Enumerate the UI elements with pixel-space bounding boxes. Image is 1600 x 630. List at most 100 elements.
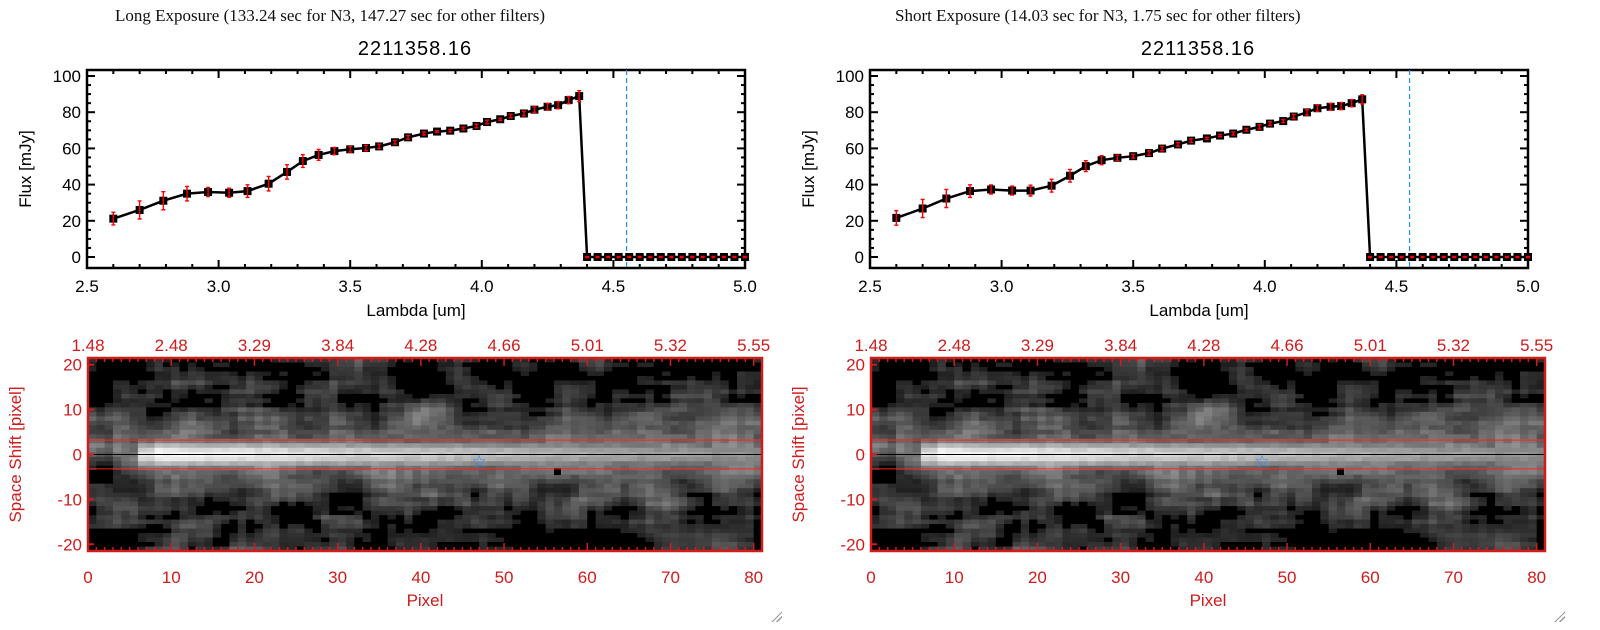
image-pixel <box>121 542 131 548</box>
image-pixel <box>1103 389 1113 395</box>
image-pixel <box>171 358 181 364</box>
image-pixel <box>254 483 264 489</box>
image-pixel <box>529 524 538 530</box>
image-pixel <box>146 393 156 399</box>
image-pixel <box>612 420 622 426</box>
image-pixel <box>279 488 289 494</box>
image-pixel <box>612 384 622 391</box>
image-pixel <box>221 420 231 426</box>
image-pixel <box>1054 402 1063 408</box>
image-pixel <box>395 358 405 364</box>
image-pixel <box>628 533 638 539</box>
image-pixel <box>404 407 414 413</box>
image-pixel <box>1303 389 1313 395</box>
image-pixel <box>395 380 405 386</box>
image-pixel <box>537 380 547 386</box>
image-pixel <box>304 537 314 543</box>
image-pixel <box>1095 389 1105 395</box>
image-pixel <box>1361 371 1371 377</box>
image-pixel <box>553 443 563 449</box>
image-pixel <box>146 375 156 382</box>
image-pixel <box>687 488 697 494</box>
image-pixel <box>1137 393 1147 399</box>
image-pixel <box>262 483 272 489</box>
image-pixel <box>737 501 746 507</box>
image-pixel <box>237 393 247 399</box>
image-pixel <box>304 497 314 503</box>
image-pixel <box>354 506 364 512</box>
image-pixel <box>737 537 746 543</box>
image-pixel <box>212 488 222 494</box>
image-pixel <box>379 461 389 467</box>
image-pixel <box>570 506 580 512</box>
image-pixel <box>320 398 330 404</box>
image-pixel <box>1228 375 1238 382</box>
image-pixel <box>1070 371 1080 377</box>
image-pixel <box>212 510 222 516</box>
resize-grip-icon[interactable] <box>770 610 782 622</box>
image-pixel <box>487 429 497 435</box>
image-pixel <box>603 528 613 534</box>
image-pixel <box>695 546 705 552</box>
image-pixel <box>329 519 339 525</box>
image-pixel <box>1095 366 1105 373</box>
image-pixel <box>370 402 380 408</box>
image-pixel <box>570 411 580 417</box>
image-pixel <box>753 533 763 539</box>
image-pixel <box>271 429 280 435</box>
image-pixel <box>196 483 206 489</box>
image-pixel <box>345 524 355 530</box>
image-pixel <box>1353 393 1363 399</box>
image-pixel <box>653 384 663 391</box>
image-pixel <box>454 380 464 386</box>
image-pixel <box>304 384 314 391</box>
image-pixel <box>246 402 256 408</box>
image-pixel <box>445 358 455 364</box>
image-pixel <box>537 546 547 552</box>
image-pixel <box>370 398 380 404</box>
image-pixel <box>1461 393 1471 399</box>
image-pixel <box>437 380 447 386</box>
image-pixel <box>1120 371 1130 377</box>
image-pixel <box>1170 366 1180 373</box>
image-pixel <box>112 470 122 476</box>
image-pixel <box>345 375 355 382</box>
image-pixel <box>1220 375 1230 382</box>
image-pixel <box>570 358 580 364</box>
image-pixel <box>670 407 680 413</box>
image-pixel <box>712 447 721 453</box>
image-pixel <box>196 465 206 471</box>
image-pixel <box>212 465 222 471</box>
image-pixel <box>1187 384 1197 391</box>
image-pixel <box>578 420 588 426</box>
image-pixel <box>662 501 672 507</box>
image-pixel <box>1203 393 1213 399</box>
image-pixel <box>104 470 114 476</box>
image-pixel <box>612 429 622 435</box>
image-pixel <box>1411 393 1421 399</box>
image-pixel <box>437 537 447 543</box>
image-pixel <box>379 533 389 539</box>
image-pixel <box>304 479 314 485</box>
image-pixel <box>728 416 738 422</box>
image-pixel <box>171 461 181 467</box>
image-pixel <box>504 411 513 417</box>
image-pixel <box>454 402 464 408</box>
image-pixel <box>1528 393 1538 399</box>
image-pixel <box>1170 402 1180 408</box>
image-pixel <box>553 389 563 395</box>
image-pixel <box>154 429 164 435</box>
image-pixel <box>88 474 97 480</box>
top-tick-label: 4.66 <box>488 336 521 355</box>
image-pixel <box>412 362 422 368</box>
image-pixel <box>637 537 647 543</box>
image-pixel <box>204 371 214 377</box>
image-pixel <box>587 402 597 408</box>
image-pixel <box>387 510 397 516</box>
image-pixel <box>487 483 497 489</box>
image-pixel <box>1112 393 1122 399</box>
image-pixel <box>1079 389 1088 395</box>
image-pixel <box>1303 375 1313 382</box>
image-pixel <box>678 434 688 440</box>
image-pixel <box>454 474 464 480</box>
